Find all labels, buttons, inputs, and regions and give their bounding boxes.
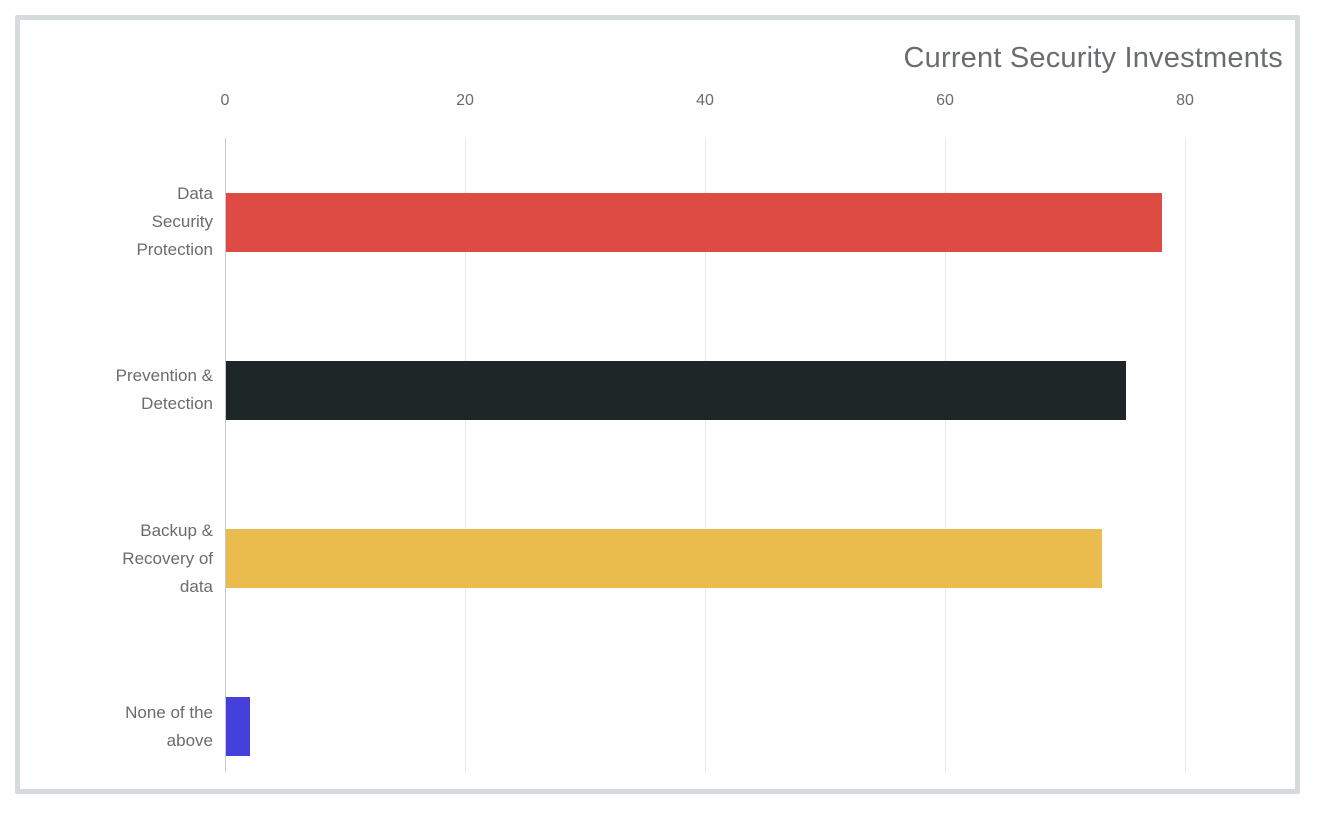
chart-card: Current Security Investments 0 20 40 60 80 D… [15,15,1300,794]
category-label-line: Recovery of [122,548,213,568]
category-label-line: Security [151,212,213,231]
x-tick-40: 40 [696,92,714,109]
category-label-prevention-detection: Prevention & Detection [20,362,213,418]
x-axis: 0 20 40 60 80 [20,20,1295,789]
bar-data-security-protection [226,192,1162,252]
category-label-line: Prevention & [115,366,213,386]
x-tick-80: 80 [1176,92,1194,109]
x-tick-20: 20 [456,92,474,109]
category-label-line: None of the [125,702,213,722]
category-label-line: data [179,576,213,596]
bar-chart: Current Security Investments 0 20 40 60 80 D… [20,20,1295,789]
category-label-line: Backup & [140,520,213,540]
category-label-line: Data [177,184,213,203]
category-label-line: above [166,730,213,750]
gridline-40 [705,138,706,772]
category-label-none-of-the-above: None of the above [20,699,213,755]
bar-backup-recovery-of-data [226,529,1102,589]
gridline-80 [1185,138,1186,772]
category-label-backup-recovery-of-data: Backup & Recovery of data [20,517,213,601]
bar-none-of-the-above [226,697,250,757]
gridline-0 [225,138,226,772]
chart-title: Current Security Investments [903,42,1283,74]
category-label-line: Detection [141,394,213,414]
category-label-line: Protection [136,240,213,259]
gridline-20 [465,138,466,772]
category-labels: Data Security Protection Prevention & Detect… [20,20,1295,789]
plot-area [20,20,1295,789]
gridline-60 [945,138,946,772]
category-label-data-security-protection: Data Security Protection [20,180,213,264]
bar-prevention-detection [226,360,1126,420]
x-tick-0: 0 [220,92,230,109]
x-tick-60: 60 [936,92,954,109]
